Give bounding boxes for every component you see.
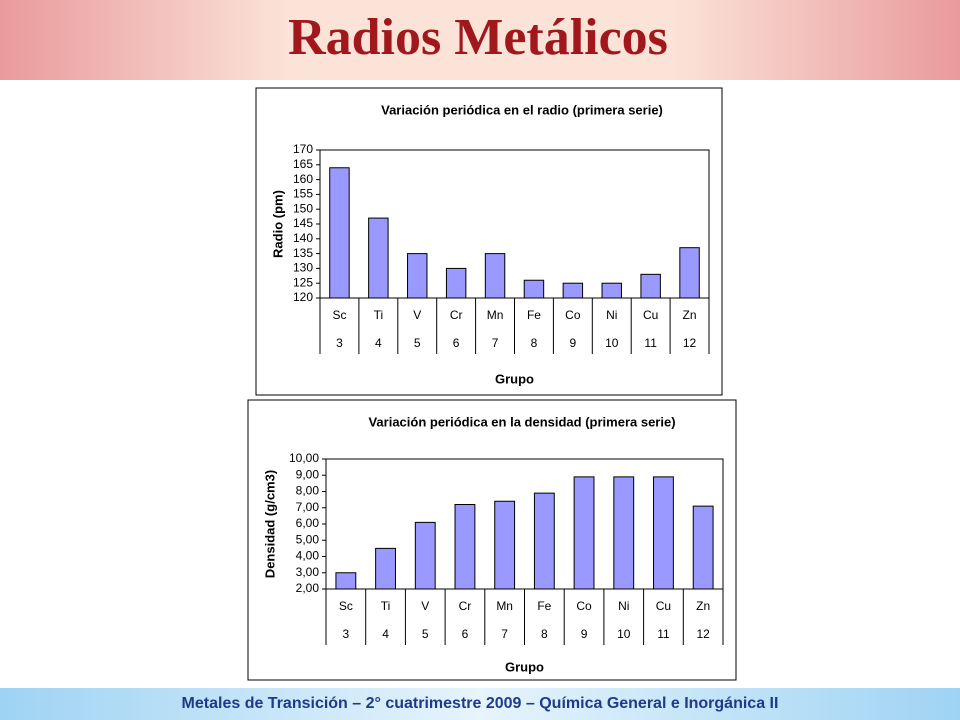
x-tick-label: Mn — [496, 599, 513, 613]
y-tick-label: 170 — [293, 142, 313, 156]
y-tick-label: 10,00 — [289, 451, 319, 465]
bar — [335, 572, 357, 590]
x-tick-label: Cu — [643, 308, 658, 322]
bar — [445, 267, 467, 299]
x-tick-label: Co — [576, 599, 592, 613]
group-label: 6 — [462, 627, 469, 641]
bar — [494, 500, 516, 590]
y-tick-label: 125 — [293, 275, 313, 289]
group-label: 9 — [581, 627, 588, 641]
footer-band — [0, 688, 960, 720]
group-label: 6 — [453, 336, 460, 350]
x-tick-label: Ni — [618, 599, 629, 613]
bar — [368, 217, 389, 299]
group-label: 9 — [570, 336, 577, 350]
x-tick-label: Cr — [450, 308, 463, 322]
group-label: 5 — [422, 627, 429, 641]
x-tick-label: Ti — [381, 599, 391, 613]
x-tick-label: Fe — [537, 599, 551, 613]
group-label: 10 — [605, 336, 619, 350]
y-tick-label: 145 — [293, 216, 313, 230]
group-label: 11 — [644, 336, 657, 350]
x-tick-label: Cr — [459, 599, 472, 613]
y-tick-label: 4,00 — [296, 549, 320, 563]
bar — [653, 476, 674, 590]
bar — [533, 492, 555, 590]
footer-text: Metales de Transición – 2° cuatrimestre … — [182, 695, 779, 712]
y-axis-label: Radio (pm) — [270, 190, 285, 258]
x-tick-label: Fe — [527, 308, 541, 322]
group-label: 3 — [343, 627, 350, 641]
group-label: 12 — [696, 627, 710, 641]
x-tick-label: Sc — [339, 599, 353, 613]
y-tick-label: 150 — [293, 201, 313, 215]
y-tick-label: 7,00 — [296, 500, 320, 514]
group-label: 10 — [617, 627, 631, 641]
x-tick-label: Sc — [332, 308, 346, 322]
bar — [562, 282, 584, 299]
y-tick-label: 130 — [293, 261, 313, 275]
bar — [454, 504, 476, 590]
y-tick-label: 165 — [293, 157, 313, 171]
x-tick-label: Mn — [487, 308, 504, 322]
y-tick-label: 2,00 — [296, 581, 320, 595]
chart-title: Variación periódica en la densidad (prim… — [368, 414, 675, 429]
group-label: 4 — [375, 336, 382, 350]
y-tick-label: 140 — [293, 231, 313, 245]
y-tick-label: 5,00 — [296, 532, 320, 546]
y-tick-label: 6,00 — [296, 516, 320, 530]
x-tick-label: V — [421, 599, 429, 613]
bar — [523, 279, 545, 299]
x-tick-label: Cu — [656, 599, 671, 613]
bar — [692, 505, 714, 590]
group-label: 8 — [531, 336, 538, 350]
group-label: 4 — [382, 627, 389, 641]
x-tick-label: Zn — [683, 308, 697, 322]
group-label: 5 — [414, 336, 421, 350]
bar — [601, 282, 622, 299]
x-tick-label: Ni — [606, 308, 617, 322]
bar — [484, 253, 506, 299]
bar — [679, 247, 700, 299]
y-tick-label: 160 — [293, 172, 313, 186]
bar — [414, 521, 436, 590]
group-label: 7 — [492, 336, 499, 350]
y-tick-label: 155 — [293, 187, 313, 201]
y-tick-label: 8,00 — [296, 484, 320, 498]
x-axis-label: Grupo — [495, 371, 534, 386]
y-tick-label: 9,00 — [296, 467, 320, 481]
chart-title: Variación periódica en el radio (primera… — [381, 102, 663, 117]
bar — [329, 167, 350, 299]
bar — [375, 547, 396, 590]
header-band — [0, 0, 960, 80]
x-tick-label: Ti — [374, 308, 384, 322]
x-tick-label: V — [413, 308, 421, 322]
slide-title: Radios Metálicos — [288, 9, 668, 66]
y-axis-label: Densidad (g/cm3) — [262, 470, 277, 578]
bar — [640, 273, 661, 299]
x-axis-label: Grupo — [505, 659, 544, 674]
y-tick-label: 120 — [293, 290, 313, 304]
group-label: 12 — [683, 336, 697, 350]
x-tick-label: Zn — [696, 599, 710, 613]
group-label: 11 — [657, 627, 670, 641]
group-label: 7 — [501, 627, 508, 641]
bar — [613, 476, 635, 590]
x-tick-label: Co — [565, 308, 581, 322]
y-tick-label: 135 — [293, 246, 313, 260]
bar — [573, 476, 595, 590]
group-label: 3 — [336, 336, 343, 350]
bar — [407, 253, 428, 299]
group-label: 8 — [541, 627, 548, 641]
y-tick-label: 3,00 — [296, 565, 320, 579]
